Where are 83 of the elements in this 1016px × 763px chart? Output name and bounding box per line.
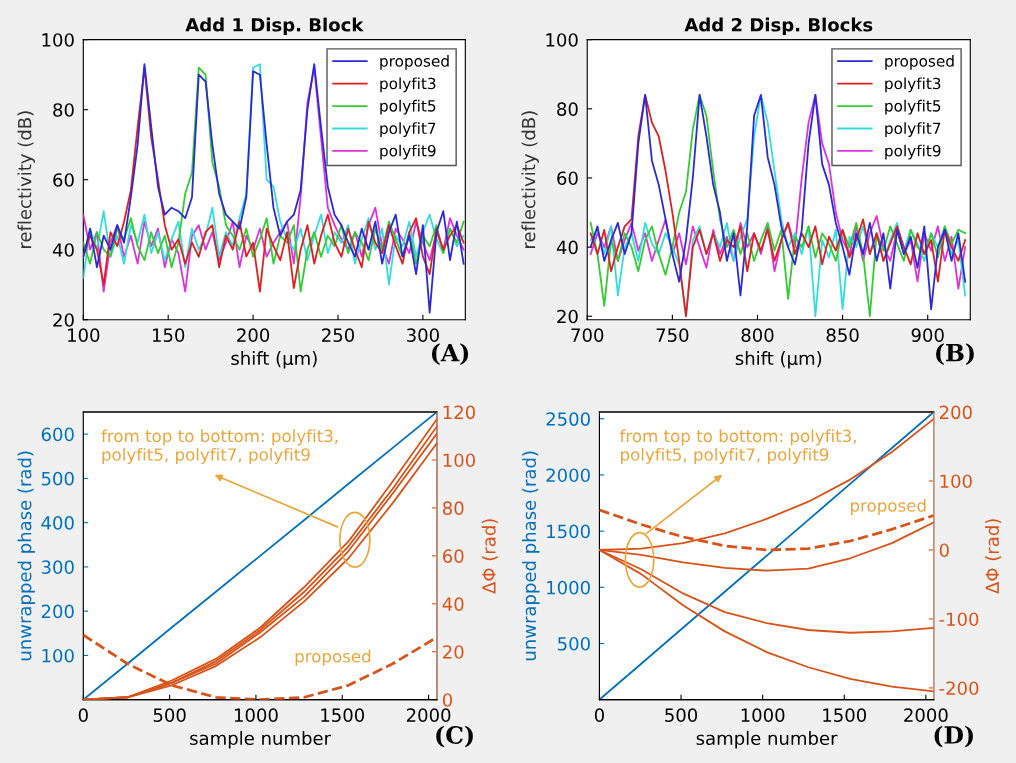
x-tick-label: 500 <box>153 708 186 722</box>
legend-label: polyfit9 <box>380 144 436 160</box>
y-tick-label: 2000 <box>546 468 590 483</box>
y2-tick-label: 100 <box>443 453 475 468</box>
x-axis-title: shift (μm) <box>231 351 317 369</box>
legend-label: proposed <box>885 54 954 70</box>
y-axis-title: unwrapped phase (rad) <box>17 451 35 661</box>
y-tick-label: 500 <box>41 471 74 486</box>
chart-title: Add 2 Disp. Blocks <box>684 17 873 36</box>
annotation: proposed <box>850 498 926 516</box>
y-tick-label: 40 <box>556 240 578 255</box>
y-tick-label: 60 <box>53 173 74 187</box>
y-tick-label: 80 <box>53 103 74 117</box>
y-axis-title: unwrapped phase (rad) <box>522 451 540 661</box>
x-tick-label: 250 <box>322 328 355 343</box>
x-tick-label: 150 <box>152 328 185 343</box>
x-tick-label: 850 <box>826 328 859 343</box>
annotation: from top to bottom: polyfit3, polyfit5, polyfit7, polyfit9 <box>619 429 856 465</box>
y-tick-label: 100 <box>42 648 74 663</box>
x-tick-label: 2000 <box>406 708 451 722</box>
y2-tick-label: 100 <box>940 474 972 489</box>
y2-tick-label: 80 <box>442 501 464 516</box>
x-tick-label: 800 <box>741 328 774 343</box>
y2-tick-label: -100 <box>939 612 979 627</box>
y2-tick-label: 40 <box>442 597 464 611</box>
legend-label: polyfit7 <box>885 122 941 138</box>
x-tick-label: 1000 <box>234 708 278 722</box>
x-tick-label: 0 <box>594 708 604 722</box>
legend-label: polyfit5 <box>885 99 941 115</box>
x-tick-label: 100 <box>68 328 100 343</box>
chart-title: Add 1 Disp. Block <box>185 17 364 36</box>
text: (A) <box>431 343 469 365</box>
y-tick-label: 20 <box>557 309 578 324</box>
x-tick-label: 1500 <box>321 708 365 722</box>
y-tick-label: 1500 <box>547 524 590 539</box>
x-tick-label: 1000 <box>741 708 785 722</box>
text: (B) <box>936 343 974 365</box>
y-tick-label: 100 <box>42 33 74 47</box>
y-tick-label: 400 <box>41 516 74 530</box>
x-tick-label: 500 <box>665 708 698 722</box>
x-tick-label: 300 <box>407 328 439 343</box>
y2-tick-label: 200 <box>939 405 972 420</box>
y-tick-label: 80 <box>557 102 578 116</box>
y-tick-label: 20 <box>53 313 74 327</box>
x-tick-label: 1500 <box>823 708 867 722</box>
x-tick-label: 0 <box>78 708 88 722</box>
legend-label: polyfit7 <box>380 122 436 138</box>
y2-tick-label: 60 <box>443 549 464 563</box>
text: (C) <box>436 725 473 748</box>
y-tick-label: 60 <box>557 171 578 186</box>
y-tick-label: 600 <box>41 427 74 442</box>
y2-tick-label: 0 <box>442 693 453 707</box>
x-axis-title: sample number <box>696 731 838 749</box>
text: (D) <box>934 725 973 748</box>
x-tick-label: 200 <box>237 328 270 343</box>
y-tick-label: 2500 <box>546 412 590 426</box>
legend-label: polyfit3 <box>380 77 436 93</box>
y2-axis-title: ΔΦ (rad) <box>481 519 498 594</box>
legend-label: polyfit5 <box>380 99 436 115</box>
y-axis-title: reflectivity (dB) <box>521 111 539 248</box>
y2-tick-label: 0 <box>939 543 949 558</box>
x-tick-label: 2000 <box>904 708 948 722</box>
y-tick-label: 200 <box>41 604 74 619</box>
annotation: from top to bottom: polyfit3, polyfit5, polyfit7, polyfit9 <box>101 429 338 465</box>
x-axis-title: shift (μm) <box>735 351 822 369</box>
y-tick-label: 500 <box>558 636 590 651</box>
annotation: proposed <box>295 649 371 666</box>
legend-label: proposed <box>380 54 449 70</box>
legend-label: polyfit9 <box>885 144 941 160</box>
y2-axis-title: ΔΦ (rad) <box>985 519 1002 594</box>
x-tick-label: 750 <box>656 328 689 343</box>
y-tick-label: 40 <box>52 243 74 257</box>
y2-tick-label: 120 <box>443 405 475 420</box>
legend-label: polyfit3 <box>885 77 941 93</box>
x-tick-label: 700 <box>571 328 604 343</box>
y-axis-title: reflectivity (dB) <box>17 111 35 248</box>
x-axis-title: sample number <box>190 731 332 749</box>
y2-tick-label: -200 <box>939 681 979 696</box>
x-tick-label: 900 <box>911 328 944 343</box>
y-tick-label: 1000 <box>547 580 590 595</box>
y-tick-label: 300 <box>41 560 74 575</box>
y-tick-label: 100 <box>546 33 578 47</box>
y2-tick-label: 20 <box>443 645 464 659</box>
